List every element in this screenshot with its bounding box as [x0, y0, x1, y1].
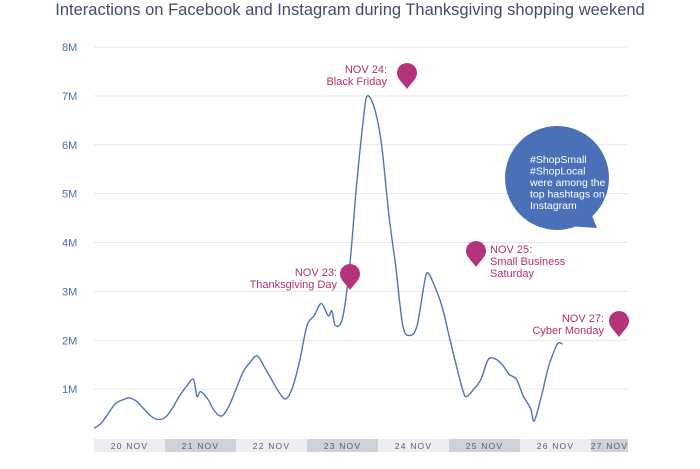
- chart-title: Interactions on Facebook and Instagram d…: [55, 1, 645, 19]
- day-band: [378, 439, 449, 452]
- day-label: 20 NOV: [111, 441, 148, 451]
- annotation-date: NOV 23:: [295, 267, 337, 279]
- x-axis-day-bands: 20 NOV 21 NOV 22 NOV 23 NOV 24 NOV 25 NOV 26 N…: [94, 439, 628, 452]
- callout-tail: [567, 208, 597, 228]
- y-tick-label: 4M: [62, 238, 77, 250]
- y-tick-label: 6M: [62, 140, 77, 152]
- map-pin-icon: [397, 63, 417, 89]
- day-band: [94, 439, 165, 452]
- day-label: 27 NOV: [591, 441, 628, 451]
- day-band: [520, 439, 591, 452]
- day-label: 24 NOV: [395, 441, 432, 451]
- annotation-event: Black Friday: [326, 76, 387, 88]
- annotation-date: NOV 24:: [345, 64, 387, 76]
- y-tick-label: 3M: [62, 286, 77, 298]
- callout-line: top hashtags on: [530, 189, 605, 201]
- callout-line: #ShopLocal: [530, 166, 585, 178]
- callout-line: #ShopSmall: [530, 154, 587, 166]
- callout-bubble: [505, 126, 609, 230]
- annotation-date: NOV 27:: [562, 313, 604, 325]
- day-band: [307, 439, 378, 452]
- callout-line: Instagram: [530, 200, 577, 212]
- y-tick-label: 2M: [62, 335, 77, 347]
- day-label: 23 NOV: [324, 441, 361, 451]
- y-axis-ticks: 1M 2M 3M 4M 5M 6M 7M 8M: [62, 42, 77, 396]
- annotation-date: NOV 25:: [490, 244, 532, 256]
- annotation-event-cont: Saturday: [490, 268, 535, 280]
- day-label: 21 NOV: [182, 441, 219, 451]
- day-band: [449, 439, 520, 452]
- grid-lines: [94, 46, 628, 390]
- day-label: 26 NOV: [537, 441, 574, 451]
- callout-line: were among the: [529, 177, 605, 189]
- map-pin-icon: [340, 264, 360, 290]
- day-band: [236, 439, 307, 452]
- day-band: [591, 439, 628, 452]
- series-line: [93, 95, 563, 429]
- day-band: [165, 439, 236, 452]
- day-label: 22 NOV: [253, 441, 290, 451]
- map-pin-icon: [466, 241, 486, 267]
- annotation-event: Thanksgiving Day: [250, 279, 338, 291]
- y-tick-label: 7M: [62, 91, 77, 103]
- day-label: 25 NOV: [466, 441, 503, 451]
- event-annotations: NOV 23:Thanksgiving Day NOV 24:Black Frid…: [250, 63, 629, 337]
- annotation-event: Cyber Monday: [532, 325, 604, 337]
- map-pin-icon: [609, 311, 629, 337]
- annotation-event: Small Business: [490, 256, 566, 268]
- series-lines: [93, 95, 563, 429]
- y-tick-label: 8M: [62, 42, 77, 54]
- y-tick-label: 5M: [62, 189, 77, 201]
- y-tick-label: 1M: [62, 384, 77, 396]
